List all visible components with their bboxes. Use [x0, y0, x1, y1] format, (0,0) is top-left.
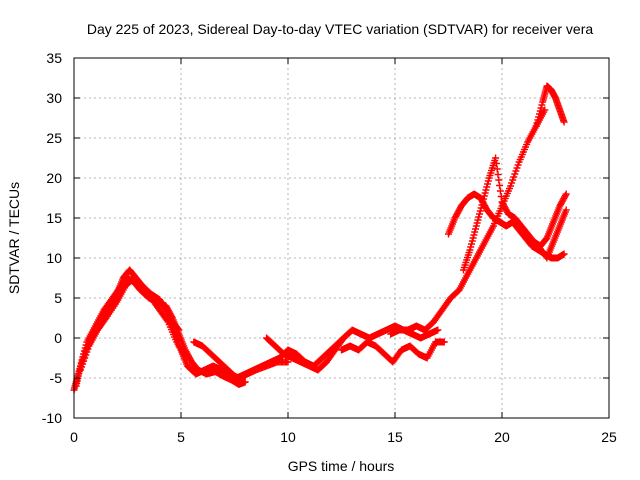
y-axis-title: SDTVAR / TECUs — [6, 182, 22, 294]
series-arc-12 — [532, 82, 568, 130]
y-tick-label: -10 — [42, 410, 62, 426]
y-tick-label: 35 — [46, 50, 62, 66]
data-point — [562, 206, 570, 214]
data-points — [70, 82, 570, 394]
data-point — [495, 176, 503, 184]
plot-frame — [73, 57, 610, 419]
data-point — [561, 192, 569, 199]
data-point — [284, 358, 292, 366]
x-tick-label: 25 — [601, 429, 617, 445]
data-point — [562, 190, 570, 198]
data-point — [493, 165, 501, 173]
y-tick-label: 25 — [46, 130, 62, 146]
gridlines — [74, 58, 609, 418]
x-axis-title: GPS time / hours — [288, 458, 395, 474]
y-tick-label: 0 — [54, 330, 62, 346]
data-point — [163, 317, 171, 324]
x-tick-label: 10 — [280, 429, 296, 445]
x-tick-label: 15 — [387, 429, 403, 445]
y-tick-label: 10 — [46, 250, 62, 266]
chart-title: Day 225 of 2023, Sidereal Day-to-day VTE… — [87, 21, 593, 37]
x-tick-label: 5 — [177, 429, 185, 445]
data-point — [496, 182, 504, 189]
series-arc-11 — [509, 206, 570, 262]
data-point — [496, 187, 504, 195]
y-tick-label: -5 — [50, 370, 63, 386]
x-tick-labels: 0 5 10 15 20 25 — [70, 429, 617, 445]
data-point — [497, 193, 505, 200]
data-point — [541, 106, 549, 114]
data-point — [168, 313, 176, 320]
axis-ticks — [73, 57, 610, 419]
data-point — [241, 378, 249, 386]
data-point — [492, 160, 500, 167]
data-point — [434, 326, 442, 334]
y-tick-label: 20 — [46, 170, 62, 186]
x-tick-label: 0 — [70, 429, 78, 445]
data-point — [560, 118, 568, 126]
series-arc-8 — [387, 106, 549, 338]
data-point — [492, 154, 500, 162]
y-tick-label: 15 — [46, 210, 62, 226]
data-point — [494, 171, 502, 178]
x-tick-label: 20 — [494, 429, 510, 445]
data-point — [560, 250, 568, 258]
y-tick-label: 30 — [46, 90, 62, 106]
series-arc-7 — [338, 338, 448, 366]
y-tick-labels: -10 -5 0 5 10 15 20 25 30 35 — [42, 50, 62, 426]
data-point — [440, 338, 448, 346]
y-tick-label: 5 — [54, 290, 62, 306]
